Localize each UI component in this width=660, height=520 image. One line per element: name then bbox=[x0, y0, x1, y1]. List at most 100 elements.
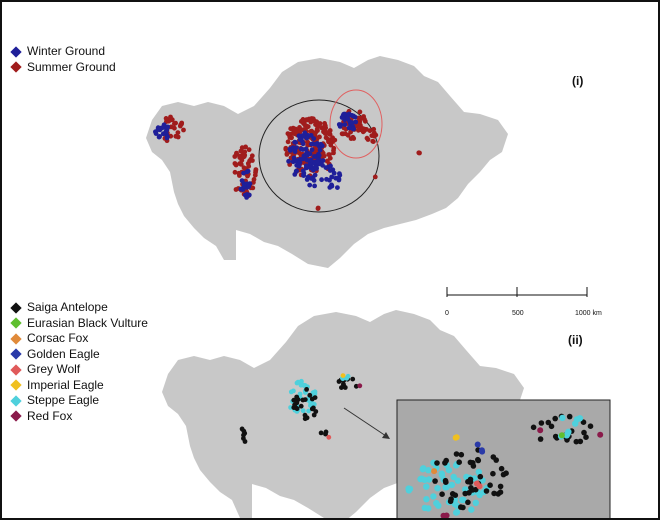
saiga-antelope-point bbox=[462, 490, 469, 497]
summer-ground-point bbox=[327, 128, 333, 133]
winter-ground-point bbox=[312, 154, 317, 159]
legend-item-grey-wolf: Grey Wolf bbox=[10, 362, 148, 378]
saiga-antelope-point bbox=[490, 470, 496, 477]
winter-ground-point bbox=[320, 162, 325, 168]
saiga-antelope-point bbox=[353, 383, 359, 389]
summer-ground-point bbox=[326, 131, 332, 137]
winter-ground-point bbox=[290, 159, 296, 165]
steppe-eagle-point bbox=[302, 383, 308, 388]
summer-ground-point bbox=[173, 133, 179, 139]
summer-ground-point bbox=[370, 138, 376, 144]
summer-ground-point bbox=[369, 133, 375, 139]
winter-ground-point bbox=[293, 140, 298, 145]
saiga-antelope-point bbox=[467, 479, 474, 485]
summer-ground-point bbox=[297, 125, 302, 130]
winter-ground-point bbox=[164, 135, 170, 141]
summer-ground-point bbox=[177, 123, 183, 129]
steppe-eagle-point bbox=[472, 499, 479, 506]
scale-tick-1000: 1000 km bbox=[575, 310, 602, 317]
winter-ground-point bbox=[307, 151, 313, 157]
summer-ground-point bbox=[237, 173, 242, 178]
steppe-eagle-marker-icon bbox=[10, 395, 22, 407]
saiga-antelope-point bbox=[318, 430, 324, 436]
winter-ground-point bbox=[238, 186, 244, 192]
summer-ground-point bbox=[314, 126, 320, 132]
saiga-antelope-point bbox=[294, 394, 300, 400]
saiga-antelope-point bbox=[442, 477, 449, 484]
legend-label: Summer Ground bbox=[27, 59, 116, 74]
legend-label: Grey Wolf bbox=[27, 362, 81, 376]
summer-ground-point bbox=[357, 109, 363, 115]
map-panel-ii bbox=[162, 310, 611, 518]
steppe-eagle-point bbox=[445, 466, 453, 474]
summer-ground-point bbox=[350, 134, 356, 140]
winter-ground-point bbox=[292, 149, 298, 155]
legend-item-imperial-eagle: Imperial Eagle bbox=[10, 378, 148, 394]
summer-ground-point bbox=[241, 154, 247, 159]
legend-item-red-fox: Red Fox bbox=[10, 408, 148, 425]
steppe-eagle-point bbox=[311, 401, 317, 407]
steppe-eagle-point bbox=[475, 468, 482, 476]
winter-ground-point bbox=[312, 183, 317, 189]
saiga-antelope-point bbox=[443, 457, 450, 464]
summer-ground-point bbox=[356, 127, 361, 133]
summer-ground-point bbox=[173, 120, 179, 126]
saiga-antelope-point bbox=[311, 405, 316, 411]
summer-ground-point bbox=[175, 130, 181, 136]
winter-ground-point bbox=[300, 168, 306, 174]
saiga-antelope-point bbox=[323, 429, 329, 435]
steppe-eagle-point bbox=[423, 496, 430, 503]
steppe-eagle-point bbox=[459, 496, 466, 504]
saiga-antelope-point bbox=[552, 415, 558, 422]
saiga-antelope-point bbox=[465, 499, 471, 506]
winter-ground-point bbox=[345, 116, 351, 122]
saiga-antelope-point bbox=[241, 428, 247, 434]
corsac-fox-marker-icon bbox=[10, 333, 22, 345]
legend-label: Red Fox bbox=[27, 408, 73, 423]
saiga-antelope-point bbox=[477, 473, 484, 480]
saiga-antelope-point bbox=[503, 470, 509, 476]
winter-ground-point bbox=[331, 170, 337, 176]
saiga-antelope-point bbox=[583, 434, 589, 440]
winter-ground-point bbox=[350, 126, 356, 132]
red-fox-point bbox=[597, 431, 604, 438]
summer-ground-point bbox=[168, 114, 173, 120]
summer-ground-point bbox=[284, 152, 290, 157]
legend-item-steppe-eagle: Steppe Eagle bbox=[10, 393, 148, 409]
winter-ground-point bbox=[286, 158, 291, 164]
summer-ground-point bbox=[172, 125, 177, 131]
summer-ground-point bbox=[232, 169, 238, 175]
steppe-eagle-point bbox=[572, 420, 579, 427]
imperial-eagle-point bbox=[340, 373, 346, 378]
steppe-eagle-point bbox=[297, 391, 303, 397]
steppe-eagle-point bbox=[421, 476, 428, 484]
winter-ground-point bbox=[293, 168, 299, 174]
arrowhead-icon bbox=[382, 432, 390, 439]
winter-ground-point bbox=[244, 169, 250, 175]
saiga-antelope-point bbox=[470, 463, 477, 469]
winter-ground-point bbox=[244, 195, 250, 200]
summer-ground-point bbox=[326, 152, 332, 158]
black-circle bbox=[258, 99, 380, 213]
summer-ground-point bbox=[362, 116, 367, 122]
winter-ground-point bbox=[320, 158, 326, 164]
steppe-eagle-point bbox=[300, 408, 306, 414]
winter-ground-point bbox=[336, 177, 342, 183]
winter-ground-point bbox=[323, 165, 329, 171]
summer-ground-point bbox=[239, 145, 245, 151]
summer-ground-point bbox=[331, 148, 336, 153]
saiga-antelope-marker-icon bbox=[10, 302, 22, 314]
saiga-antelope-point bbox=[490, 454, 497, 460]
eurasian-black-vulture-point bbox=[558, 432, 565, 439]
imperial-eagle-point bbox=[452, 434, 459, 441]
inset-arrow bbox=[343, 407, 387, 437]
winter-ground-point bbox=[328, 163, 333, 169]
saiga-antelope-point bbox=[545, 419, 552, 426]
saiga-antelope-point bbox=[487, 482, 493, 488]
corsac-fox-point bbox=[431, 468, 438, 475]
winter-ground-point bbox=[349, 120, 355, 125]
steppe-eagle-point bbox=[564, 430, 571, 437]
summer-ground-point bbox=[300, 117, 306, 122]
saiga-antelope-point bbox=[458, 451, 465, 458]
summer-ground-point bbox=[365, 137, 371, 142]
